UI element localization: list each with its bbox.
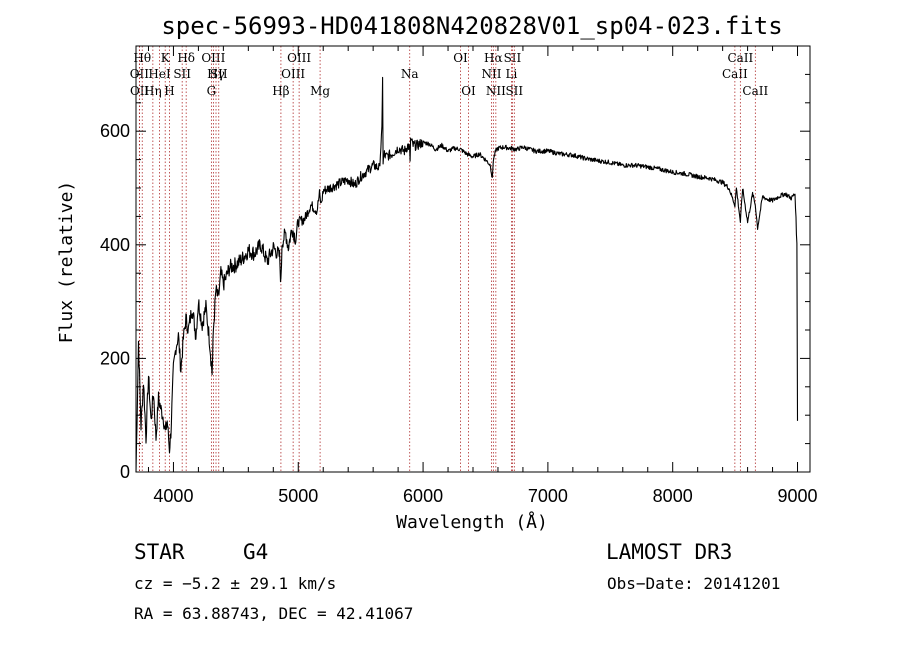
marker-label-16: Mg (310, 84, 330, 98)
marker-label-20: NII (481, 67, 501, 81)
marker-label-2: Hθ (133, 51, 151, 65)
spectrum-line (135, 76, 799, 473)
marker-label-1: OII (130, 84, 150, 98)
marker-label-14: OIII (281, 67, 305, 81)
object-subclass: G4 (243, 540, 269, 564)
marker-label-21: Hα (484, 51, 503, 65)
survey-name: LAMOST DR3 (606, 540, 733, 564)
marker-label-24: Li (506, 67, 518, 81)
x-tick-label-2: 6000 (403, 486, 443, 506)
marker-label-25: SII (505, 84, 523, 98)
observation-date: Obs−Date: 20141201 (607, 574, 781, 593)
object-class: STAR (134, 540, 185, 564)
marker-label-11: Hγ (207, 67, 225, 81)
x-tick-label-4: 8000 (653, 486, 693, 506)
line-markers: OIIOIIHθHηHeIKHSIIHδGOIIIHγSIIHβOIIIOIII… (130, 46, 768, 472)
x-tick-label-5: 9000 (777, 486, 817, 506)
plot-frame (135, 45, 811, 473)
x-tick-label-1: 5000 (278, 486, 318, 506)
marker-label-26: CaII (722, 67, 748, 81)
marker-label-7: SII (173, 67, 191, 81)
marker-label-28: CaII (742, 84, 768, 98)
y-tick-label-1: 200 (100, 348, 130, 368)
marker-label-8: Hδ (177, 51, 195, 65)
marker-label-22: NII (486, 84, 506, 98)
marker-label-15: OIII (287, 51, 311, 65)
x-tick-label-3: 7000 (528, 486, 568, 506)
redshift-velocity: cz = −5.2 ± 29.1 km/s (134, 574, 337, 593)
marker-label-9: G (207, 84, 217, 98)
marker-label-19: OI (461, 84, 476, 98)
x-tick-label-0: 4000 (153, 486, 193, 506)
marker-label-3: Hη (144, 84, 162, 98)
y-tick-label-2: 400 (100, 235, 130, 255)
y-tick-label-0: 0 (120, 462, 130, 482)
marker-label-12: SII (210, 67, 228, 81)
marker-label-17: Na (401, 67, 419, 81)
axis-ticks: 4000 5000 6000 7000 8000 9000 0 200 400 600 (100, 46, 818, 506)
marker-label-27: CaII (727, 51, 753, 65)
marker-label-6: H (164, 84, 174, 98)
marker-label-13: Hβ (272, 84, 289, 98)
marker-label-18: OI (453, 51, 468, 65)
marker-label-4: HeI (148, 67, 171, 81)
x-axis-label: Wavelength (Å) (396, 511, 548, 533)
y-tick-label-3: 600 (100, 121, 130, 141)
marker-label-10: OIII (201, 51, 225, 65)
y-axis-label: Flux (relative) (56, 181, 77, 344)
marker-label-23: SII (504, 51, 522, 65)
marker-label-5: K (161, 51, 171, 65)
chart-title: spec-56993-HD041808N420828V01_sp04-023.f… (161, 12, 782, 40)
sky-coordinates: RA = 63.88743, DEC = 42.41067 (134, 604, 414, 623)
